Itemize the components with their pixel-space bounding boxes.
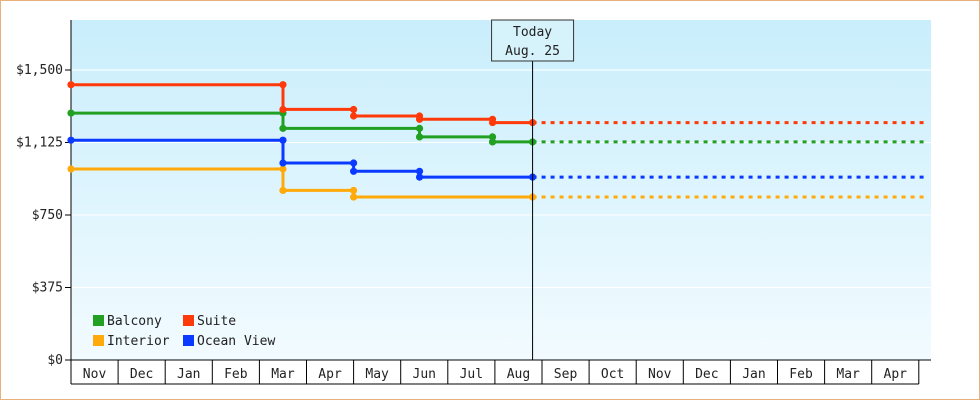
legend: Balcony Suite Interior Ocean View (93, 314, 275, 349)
series-layer (67, 81, 929, 201)
legend-swatch-ocean_view (183, 335, 194, 346)
data-point (67, 81, 75, 89)
x-tick-label: Sep (554, 367, 578, 382)
y-tick-label: $375 (32, 281, 63, 296)
data-point (279, 159, 287, 167)
data-point (279, 186, 287, 195)
x-tick-label: Mar (271, 367, 295, 382)
x-tick-label: Nov (83, 367, 107, 382)
series-line (71, 167, 533, 199)
x-tick-label: Oct (601, 367, 624, 382)
legend-label-ocean_view: Ocean View (197, 334, 275, 349)
y-tick-label: $0 (47, 353, 63, 368)
data-point (350, 167, 358, 175)
today-date: Aug. 25 (505, 44, 560, 59)
x-tick-label: Apr (884, 367, 908, 382)
data-point (350, 105, 358, 114)
legend-label-balcony: Balcony (107, 314, 162, 329)
x-tick-label: Jun (413, 367, 436, 382)
x-tick-label: Jan (742, 367, 765, 382)
data-point (279, 165, 287, 173)
data-point (279, 124, 287, 132)
data-point (67, 165, 75, 173)
today-label: Today (513, 25, 552, 40)
x-tick-label: Feb (789, 367, 813, 382)
y-tick-label: $1,500 (16, 63, 63, 78)
legend-swatch-balcony (93, 315, 104, 326)
data-point (67, 109, 75, 117)
data-point (415, 115, 424, 123)
data-point (67, 136, 75, 144)
x-tick-label: Dec (695, 367, 718, 382)
y-axis-ticks: $0 $375 $750 $1,125 $1,500 (16, 63, 71, 368)
x-tick-label: May (365, 367, 389, 382)
data-point (488, 133, 497, 141)
data-point (415, 173, 424, 181)
data-point (415, 133, 424, 141)
x-tick-label: Feb (224, 367, 248, 382)
legend-swatch-interior (93, 335, 104, 346)
series-interior (67, 165, 929, 201)
today-box (491, 19, 575, 62)
data-point (279, 105, 287, 114)
series-ocean_view (67, 136, 929, 181)
x-tick-label: Dec (130, 367, 153, 382)
legend-swatch-suite (183, 315, 194, 326)
y-tick-label: $1,125 (16, 136, 63, 151)
data-point (415, 167, 424, 175)
data-point (415, 124, 424, 132)
x-axis-month-cells: Nov Dec Jan Feb Mar Apr May Jun Jul Aug Sep Oct Nov D… (70, 360, 920, 385)
data-point (350, 112, 358, 120)
x-tick-label: Nov (648, 367, 672, 382)
data-point (488, 118, 497, 127)
x-tick-label: Aug (507, 367, 530, 382)
data-point (350, 193, 358, 201)
data-point (279, 81, 287, 89)
data-point (279, 136, 287, 144)
x-tick-label: Jan (177, 367, 200, 382)
legend-label-interior: Interior (107, 334, 170, 349)
data-point (488, 138, 497, 146)
today-marker: Today Aug. 25 (491, 19, 575, 360)
data-point (350, 159, 358, 167)
series-suite (67, 81, 929, 127)
data-point (350, 186, 358, 195)
plot-area (71, 20, 931, 360)
legend-label-suite: Suite (197, 314, 236, 329)
x-tick-label: Apr (318, 367, 342, 382)
y-tick-label: $750 (32, 208, 63, 223)
x-tick-label: Jul (460, 367, 483, 382)
x-tick-label: Mar (836, 367, 860, 382)
